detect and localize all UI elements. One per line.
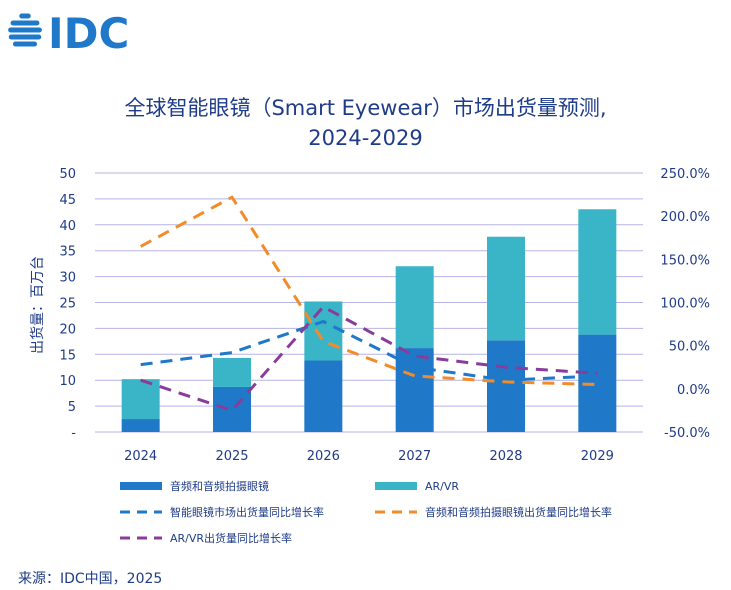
y-tick-label: 45 — [59, 193, 76, 208]
bar-arvr — [578, 209, 617, 335]
bar-arvr — [304, 301, 343, 361]
y-tick-label: 50 — [59, 167, 76, 182]
legend: 音频和音频拍摄眼镜 AR/VR 智能眼镜市场出货量同比增长率 音频和音频拍摄眼镜出货量… — [120, 479, 612, 545]
legend-label: AR/VR出货量同比增长率 — [170, 531, 292, 545]
logo-globe-stripe — [8, 27, 42, 33]
growth-lines — [139, 195, 598, 413]
x-tick-label: 2025 — [215, 449, 248, 464]
y2-tick-label: 150.0% — [660, 253, 710, 268]
logo-globe-stripe — [12, 41, 38, 47]
legend-label: 音频和音频拍摄眼镜出货量同比增长率 — [425, 505, 612, 519]
x-tick-label: 2024 — [124, 449, 157, 464]
y2-tick-label: 100.0% — [660, 297, 710, 312]
logo-globe-stripe — [10, 20, 40, 26]
bar-audio — [213, 386, 251, 432]
growth-line-2 — [140, 304, 598, 413]
source-note: 来源：IDC中国，2025 — [18, 571, 163, 587]
gridlines — [95, 172, 643, 433]
y2-axis-labels: -50.0% 0.0% 50.0% 100.0% 150.0% 200.0% 250.0% — [660, 167, 710, 441]
y-tick-label: 20 — [59, 322, 76, 337]
y-axis-title: 出货量：百万台 — [29, 256, 46, 354]
y-tick-label: 10 — [59, 374, 76, 389]
legend-swatch — [375, 482, 417, 490]
x-axis-labels: 2024 2025 2026 2027 2028 2029 — [124, 449, 614, 464]
y2-tick-label: -50.0% — [664, 426, 710, 441]
y-axis-labels: - 5 10 15 20 25 30 35 40 45 50 — [59, 167, 76, 441]
legend-label: 智能眼镜市场出货量同比增长率 — [170, 505, 324, 519]
legend-swatch — [120, 482, 162, 490]
x-tick-label: 2026 — [307, 449, 340, 464]
bar-audio — [395, 348, 434, 432]
bar-audio — [121, 419, 160, 432]
chart-subtitle: 2024-2029 — [308, 126, 423, 150]
x-tick-label: 2027 — [398, 449, 431, 464]
logo-globe-stripe — [8, 34, 42, 40]
y2-tick-label: 200.0% — [660, 210, 710, 225]
growth-line-1 — [139, 195, 598, 387]
bars — [121, 209, 617, 432]
bar-audio — [304, 360, 343, 432]
y-tick-label: 15 — [59, 348, 76, 363]
y2-tick-label: 50.0% — [669, 340, 710, 355]
y-tick-label: - — [71, 426, 76, 441]
idc-logo: IDC — [8, 9, 129, 58]
logo-text: IDC — [48, 9, 129, 58]
x-tick-label: 2028 — [489, 449, 522, 464]
y-tick-label: 30 — [59, 271, 76, 286]
y2-tick-label: 250.0% — [660, 167, 710, 182]
bar-arvr — [121, 379, 160, 420]
y-tick-label: 40 — [59, 219, 76, 234]
bar-audio — [487, 340, 525, 432]
bar-arvr — [395, 266, 434, 349]
bar-arvr — [487, 236, 525, 341]
y-tick-label: 25 — [59, 297, 76, 312]
bar-arvr — [213, 357, 251, 387]
x-tick-label: 2029 — [581, 449, 614, 464]
legend-label: AR/VR — [425, 480, 459, 493]
y-tick-label: 5 — [68, 400, 76, 415]
chart-title: 全球智能眼镜（Smart Eyewear）市场出货量预测, — [124, 96, 607, 120]
y-tick-label: 35 — [59, 245, 76, 260]
y2-tick-label: 0.0% — [677, 383, 710, 398]
legend-label: 音频和音频拍摄眼镜 — [170, 479, 269, 493]
logo-globe-stripe — [19, 13, 31, 19]
